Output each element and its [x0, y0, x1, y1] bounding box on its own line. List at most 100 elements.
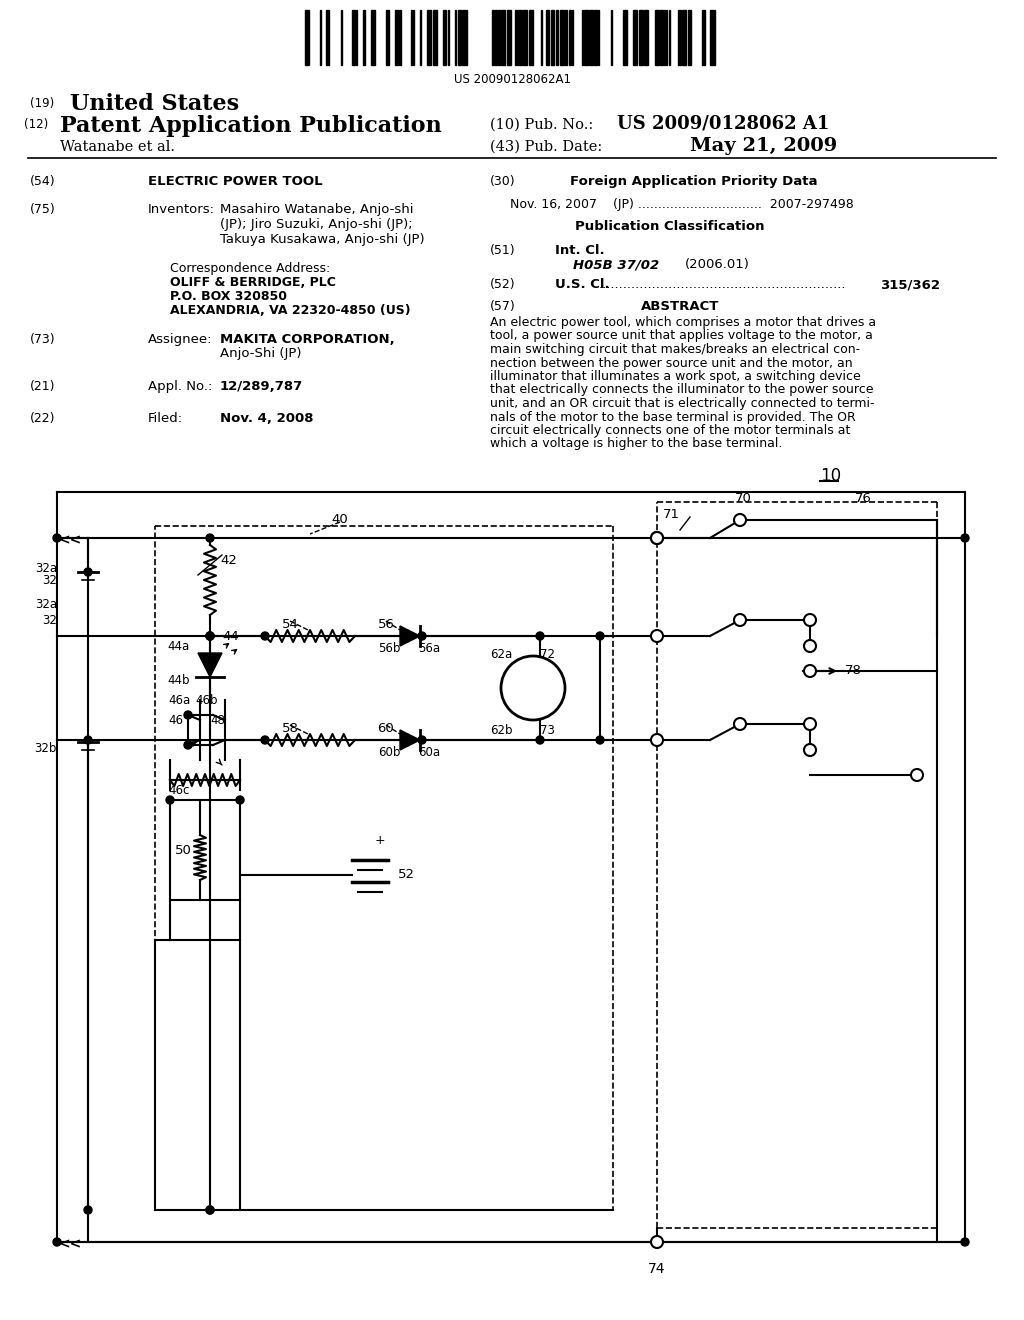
Bar	[594, 11, 597, 65]
Circle shape	[961, 1238, 969, 1246]
Text: tool, a power source unit that applies voltage to the motor, a: tool, a power source unit that applies v…	[490, 330, 872, 342]
Text: 50: 50	[175, 843, 191, 857]
Text: which a voltage is higher to the base terminal.: which a voltage is higher to the base te…	[490, 437, 782, 450]
Text: ALEXANDRIA, VA 22320-4850 (US): ALEXANDRIA, VA 22320-4850 (US)	[170, 304, 411, 317]
Text: (19): (19)	[30, 96, 54, 110]
Text: OLIFF & BERRIDGE, PLC: OLIFF & BERRIDGE, PLC	[170, 276, 336, 289]
Text: (2006.01): (2006.01)	[685, 257, 750, 271]
Bar	[305, 11, 309, 65]
Text: (JP); Jiro Suzuki, Anjo-shi (JP);: (JP); Jiro Suzuki, Anjo-shi (JP);	[220, 218, 413, 231]
Text: nals of the motor to the base terminal is provided. The OR: nals of the motor to the base terminal i…	[490, 411, 856, 424]
Text: (43) Pub. Date:: (43) Pub. Date:	[490, 140, 602, 154]
Bar	[551, 11, 554, 65]
Text: May 21, 2009: May 21, 2009	[690, 137, 838, 154]
Circle shape	[84, 737, 92, 744]
Bar	[584, 11, 588, 65]
Circle shape	[804, 640, 816, 652]
Circle shape	[651, 630, 663, 642]
Text: 78: 78	[845, 664, 862, 677]
Text: Filed:: Filed:	[148, 412, 183, 425]
Bar	[362, 11, 365, 65]
Circle shape	[418, 737, 426, 744]
Text: (10) Pub. No.:: (10) Pub. No.:	[490, 117, 593, 132]
Text: 44: 44	[222, 630, 239, 643]
Bar	[492, 11, 494, 65]
Text: 48: 48	[210, 714, 225, 726]
Text: 40: 40	[332, 513, 348, 525]
Text: Watanabe et al.: Watanabe et al.	[60, 140, 175, 154]
Text: 46b: 46b	[195, 693, 217, 706]
Bar	[495, 11, 497, 65]
Circle shape	[206, 1206, 214, 1214]
Text: 54: 54	[282, 618, 298, 631]
Circle shape	[651, 734, 663, 746]
Text: (12): (12)	[24, 117, 48, 131]
Text: 32: 32	[42, 573, 57, 586]
Bar	[352, 11, 355, 65]
Text: <<: <<	[59, 533, 82, 546]
Text: (54): (54)	[30, 176, 55, 187]
Text: 60: 60	[378, 722, 394, 735]
Text: 42: 42	[220, 553, 237, 566]
Circle shape	[734, 513, 746, 525]
Text: Publication Classification: Publication Classification	[575, 220, 765, 234]
Text: +: +	[375, 833, 386, 846]
Bar	[529, 11, 534, 65]
Text: nection between the power source unit and the motor, an: nection between the power source unit an…	[490, 356, 853, 370]
Text: 56: 56	[378, 618, 394, 631]
Text: 62: 62	[510, 671, 525, 684]
Circle shape	[653, 737, 662, 744]
Circle shape	[84, 568, 92, 576]
Text: M: M	[524, 684, 542, 702]
Text: main switching circuit that makes/breaks an electrical con-: main switching circuit that makes/breaks…	[490, 343, 860, 356]
Bar	[655, 11, 659, 65]
Bar	[710, 11, 713, 65]
Text: Nov. 4, 2008: Nov. 4, 2008	[220, 412, 313, 425]
Text: 56b: 56b	[378, 642, 400, 655]
Text: (51): (51)	[490, 244, 516, 257]
Bar	[462, 11, 465, 65]
Text: 44a: 44a	[167, 639, 189, 652]
Circle shape	[206, 1206, 214, 1214]
Circle shape	[418, 632, 426, 640]
Bar	[507, 11, 511, 65]
Circle shape	[653, 535, 662, 543]
Bar	[395, 11, 398, 65]
Circle shape	[53, 1238, 61, 1246]
Text: 71: 71	[663, 508, 680, 521]
Circle shape	[236, 796, 244, 804]
Bar	[427, 11, 431, 65]
Circle shape	[206, 632, 214, 640]
Text: 32b: 32b	[35, 742, 57, 755]
Text: 46: 46	[168, 714, 183, 726]
Text: 32a: 32a	[35, 561, 57, 574]
Text: 73: 73	[540, 723, 555, 737]
Circle shape	[734, 614, 746, 626]
Text: Assignee:: Assignee:	[148, 333, 213, 346]
Polygon shape	[198, 653, 222, 677]
Circle shape	[651, 1236, 663, 1247]
Text: 12/289,787: 12/289,787	[220, 380, 303, 393]
Bar	[498, 11, 500, 65]
Bar	[556, 11, 558, 65]
Bar	[458, 11, 461, 65]
Bar	[678, 11, 681, 65]
Circle shape	[206, 535, 214, 543]
Circle shape	[596, 632, 604, 640]
Circle shape	[53, 535, 61, 543]
Text: 62b: 62b	[490, 723, 512, 737]
Text: 32: 32	[42, 614, 57, 627]
Bar	[326, 11, 329, 65]
Text: (73): (73)	[30, 333, 55, 346]
Bar	[371, 11, 375, 65]
Circle shape	[501, 656, 565, 719]
Bar	[682, 11, 686, 65]
Bar	[546, 11, 549, 65]
Bar	[633, 11, 637, 65]
Text: 46a: 46a	[168, 693, 190, 706]
Polygon shape	[400, 730, 420, 750]
Circle shape	[166, 796, 174, 804]
Text: 315/362: 315/362	[880, 279, 940, 290]
Text: 72: 72	[540, 648, 555, 660]
Text: <<: <<	[59, 1237, 82, 1251]
